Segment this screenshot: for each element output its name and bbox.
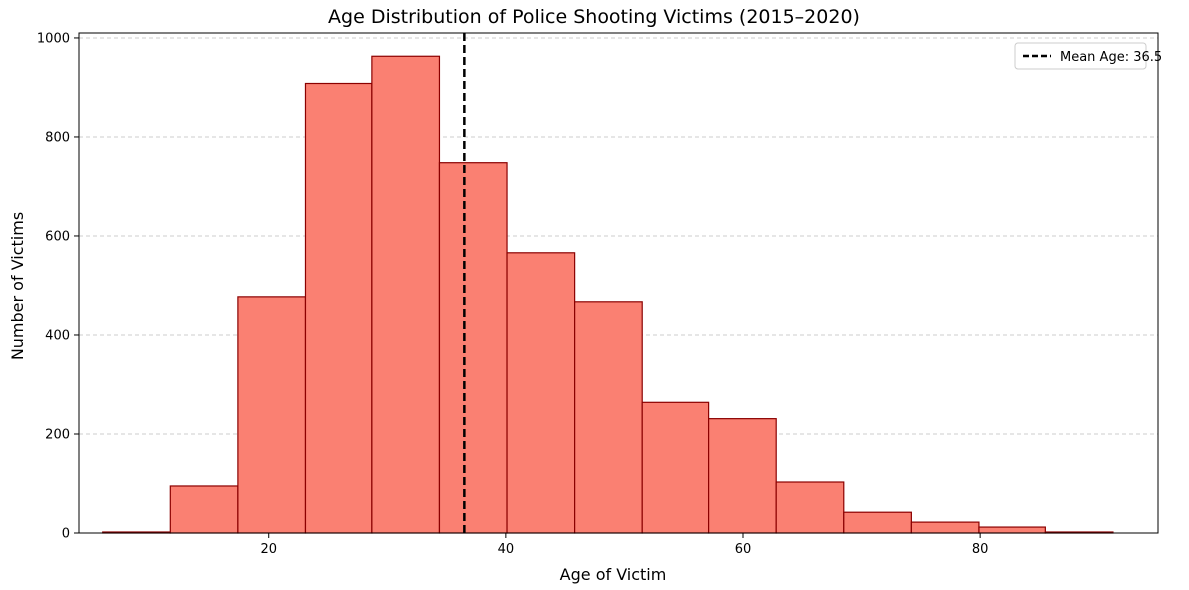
- chart-title: Age Distribution of Police Shooting Vict…: [328, 6, 860, 28]
- plot-area-frame: [78, 32, 1159, 534]
- legend: Mean Age: 36.5: [1014, 42, 1162, 70]
- y-tick-label: 200: [45, 427, 70, 442]
- y-tick-label: 1000: [37, 31, 70, 46]
- y-tick-label: 600: [45, 229, 70, 244]
- legend-mean-label: Mean Age: 36.5: [1060, 50, 1162, 65]
- histogram-bar: [169, 485, 239, 534]
- histogram-bar: [910, 521, 980, 534]
- histogram-bar: [574, 301, 643, 534]
- histogram-bar: [641, 401, 710, 534]
- histogram-bar: [371, 55, 441, 534]
- y-tick-label: 800: [45, 130, 70, 145]
- histogram-bar: [708, 418, 777, 534]
- legend-box: [1014, 42, 1147, 70]
- x-axis-title: Age of Victim: [560, 565, 667, 584]
- x-tick-label: 20: [260, 542, 277, 557]
- x-tick-label: 80: [972, 542, 989, 557]
- histogram-bars: [102, 55, 1114, 534]
- y-tick-label: 400: [45, 328, 70, 343]
- histogram-bar: [843, 511, 912, 534]
- histogram-bar: [438, 162, 508, 534]
- histogram-bar: [237, 296, 307, 534]
- x-tick-label: 60: [735, 542, 752, 557]
- histogram-bar: [304, 82, 373, 534]
- y-tick-label: 0: [62, 527, 70, 542]
- histogram-bar: [978, 526, 1046, 534]
- histogram-bar: [506, 252, 576, 534]
- histogram-bar: [775, 481, 845, 534]
- x-tick-label: 40: [498, 542, 515, 557]
- y-axis-title: Number of Victims: [8, 212, 27, 360]
